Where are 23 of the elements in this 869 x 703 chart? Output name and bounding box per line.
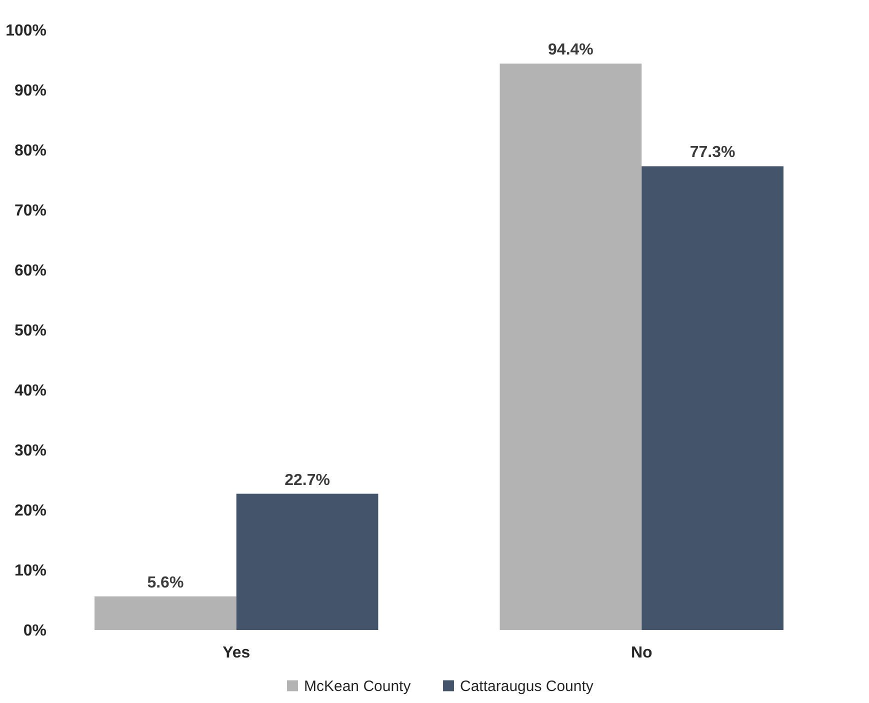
y-tick-label: 80%: [14, 142, 46, 160]
bar: [500, 64, 642, 630]
bar: [94, 596, 236, 630]
bar: [642, 166, 784, 630]
y-tick-label: 60%: [14, 262, 46, 280]
y-tick-label: 40%: [14, 382, 46, 400]
data-label: 5.6%: [147, 574, 184, 592]
y-tick-label: 20%: [14, 502, 46, 520]
legend-label: Cattaraugus County: [460, 678, 594, 695]
y-tick-label: 30%: [14, 442, 46, 460]
y-tick-label: 100%: [6, 22, 46, 40]
data-label: 77.3%: [690, 144, 736, 162]
x-tick-label: No: [630, 644, 653, 662]
x-tick-label: Yes: [222, 644, 250, 662]
bar: [236, 494, 378, 630]
y-tick-label: 90%: [14, 82, 46, 100]
y-tick-label: 70%: [14, 202, 46, 220]
y-tick-label: 50%: [14, 322, 46, 340]
y-tick-label: 0%: [23, 622, 46, 640]
legend-label: McKean County: [304, 678, 412, 695]
data-label: 94.4%: [548, 42, 594, 59]
data-label: 22.7%: [284, 472, 330, 489]
y-tick-label: 10%: [14, 562, 46, 580]
